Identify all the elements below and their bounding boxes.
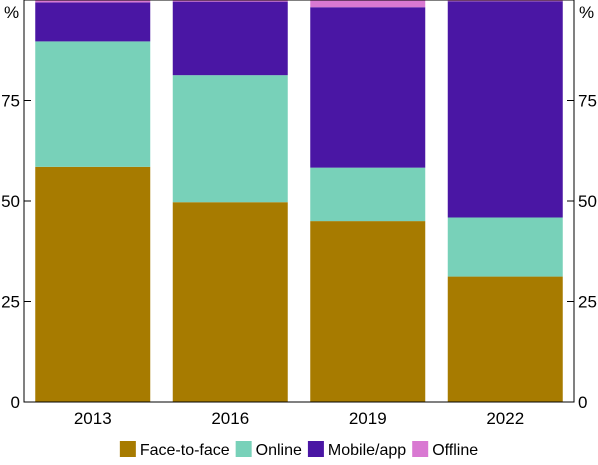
x-tick-label: 2019 (349, 409, 387, 428)
y-tick-label-left: 75 (1, 92, 20, 111)
x-axis: 2013 2016 2019 2022 (74, 409, 524, 428)
y-tick-label-right: 75 (578, 92, 597, 111)
legend-item-face-to-face: Face-to-face (119, 441, 230, 459)
bars-group (35, 0, 563, 402)
bar-2016-face-to-face (172, 202, 288, 402)
x-tick-label: 2013 (74, 409, 112, 428)
y-unit-right: % (579, 3, 594, 22)
bar-2013-offline (35, 0, 151, 3)
y-axis-left: 0 25 50 75 (1, 92, 31, 412)
y-tick-label-left: 25 (1, 293, 20, 312)
bar-2022-mobile-app (447, 1, 563, 218)
y-axis-right: 0 25 50 75 (567, 92, 597, 412)
x-tick-label: 2016 (211, 409, 249, 428)
y-unit-left: % (4, 3, 19, 22)
bar-2019-face-to-face (310, 221, 426, 402)
bar-2013-mobile-app (35, 2, 151, 42)
legend: Face-to-face Online Mobile/app Offline (119, 441, 478, 459)
bar-2013-face-to-face (35, 166, 151, 402)
legend-label: Online (256, 442, 302, 459)
legend-item-offline: Offline (412, 441, 478, 459)
x-tick-label: 2022 (486, 409, 524, 428)
bar-2016-offline (172, 0, 288, 2)
legend-label: Face-to-face (140, 442, 230, 459)
bar-2022-online (447, 217, 563, 277)
legend-swatch (412, 441, 429, 457)
legend-swatch (235, 441, 252, 457)
bar-2019-mobile-app (310, 7, 426, 168)
y-tick-label-left: 50 (1, 192, 20, 211)
bar-2013-online (35, 41, 151, 167)
legend-label: Mobile/app (328, 442, 406, 459)
y-tick-label-right: 0 (578, 393, 587, 412)
bar-2016-online (172, 75, 288, 203)
y-tick-label-right: 50 (578, 192, 597, 211)
y-tick-label-left: 0 (11, 393, 20, 412)
legend-item-mobile-app: Mobile/app (307, 441, 406, 459)
y-tick-label-right: 25 (578, 293, 597, 312)
bar-2016-mobile-app (172, 1, 288, 76)
bar-2022-face-to-face (447, 276, 563, 402)
legend-swatch (307, 441, 324, 457)
legend-item-online: Online (235, 441, 302, 459)
bar-2019-online (310, 167, 426, 222)
legend-label: Offline (432, 442, 478, 459)
bar-2019-offline (310, 0, 426, 8)
bar-2022-offline (447, 0, 563, 2)
legend-swatch (119, 441, 136, 457)
